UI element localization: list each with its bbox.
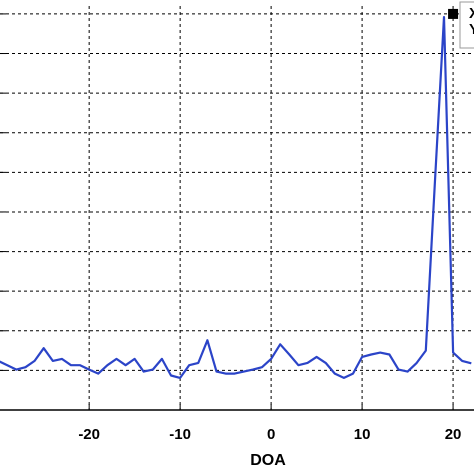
series-layer bbox=[0, 16, 472, 379]
datatip-marker[interactable] bbox=[448, 8, 459, 19]
datatip-y-label: Y bbox=[469, 21, 474, 38]
grid-layer bbox=[0, 6, 474, 410]
datatip-box bbox=[459, 1, 474, 49]
x-tick-label: 10 bbox=[354, 426, 371, 443]
x-tick-label: -20 bbox=[78, 426, 100, 443]
x-tick-label: 20 bbox=[445, 426, 462, 443]
x-axis-title: DOA bbox=[250, 452, 286, 469]
tick-layer: -20 -10 0 10 20 bbox=[0, 13, 462, 443]
series-line bbox=[0, 16, 472, 379]
datatip-x-label: X bbox=[469, 5, 474, 22]
x-tick-label: 0 bbox=[267, 426, 275, 443]
point-layer bbox=[7, 8, 472, 379]
datatip[interactable]: X Y bbox=[459, 1, 474, 49]
x-tick-label: -10 bbox=[169, 426, 191, 443]
